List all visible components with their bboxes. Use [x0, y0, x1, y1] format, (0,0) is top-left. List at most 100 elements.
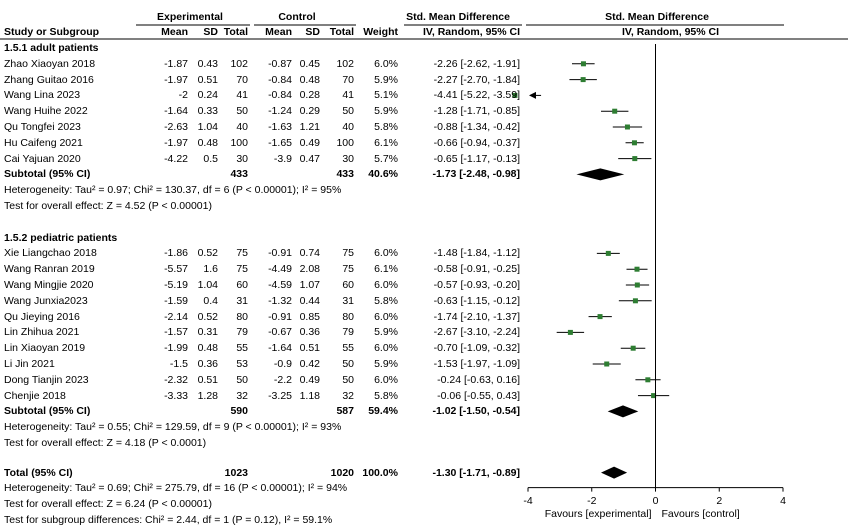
experimental-total: 53	[236, 358, 248, 370]
control-total: 30	[342, 152, 354, 165]
study-name: Li Jin 2021	[4, 358, 55, 370]
study-name: Wang Lina 2023	[4, 89, 81, 102]
header-weight: Weight	[363, 26, 398, 38]
control-total: 41	[342, 89, 354, 102]
control-total: 31	[342, 294, 354, 307]
control-mean: -1.24	[268, 105, 292, 118]
experimental-sd: 1.6	[203, 263, 218, 276]
subtotal-c-total: 433	[336, 168, 354, 181]
study-ci: -0.24 [-0.63, 0.16]	[437, 373, 520, 386]
control-total: 80	[342, 310, 354, 323]
experimental-sd: 1.04	[197, 279, 218, 291]
x-axis-tick-label: 2	[716, 494, 723, 507]
experimental-total: 60	[236, 279, 248, 291]
study-weight: 5.1%	[374, 89, 398, 102]
study-name: Zhao Xiaoyan 2018	[4, 57, 96, 70]
x-axis-tick-label: 4	[780, 494, 786, 507]
control-mean: -2.2	[273, 373, 292, 386]
forest-plot-figure: Experimental Control Std. Mean Difference S…	[0, 11, 848, 526]
total-heterogeneity-text: Heterogeneity: Tau² = 0.69; Chi² = 275.7…	[4, 482, 348, 495]
header-c-sd: SD	[305, 26, 320, 38]
control-total: 102	[336, 57, 354, 70]
study-ci: -2.27 [-2.70, -1.84]	[433, 73, 520, 86]
study-weight: 6.0%	[374, 247, 398, 260]
control-mean: -4.49	[268, 263, 292, 276]
control-mean: -3.9	[273, 152, 292, 165]
study-weight: 6.0%	[374, 57, 398, 70]
control-total: 75	[342, 263, 354, 276]
effect-square	[651, 393, 657, 399]
control-mean: -1.65	[268, 136, 292, 149]
control-mean: -0.67	[268, 326, 292, 339]
subtotal-label: Subtotal (95% CI)	[4, 405, 91, 418]
experimental-total: 79	[236, 326, 248, 339]
experimental-mean: -1.99	[164, 342, 188, 355]
experimental-mean: -5.57	[164, 263, 188, 276]
study-ci: -0.06 [-0.55, 0.43]	[437, 389, 520, 402]
effect-square	[634, 266, 640, 272]
experimental-mean: -1.57	[164, 326, 188, 339]
control-sd: 0.45	[299, 57, 320, 70]
study-ci: -2.67 [-3.10, -2.24]	[433, 326, 520, 339]
control-mean: -0.87	[268, 57, 292, 70]
experimental-mean: -1.87	[164, 57, 188, 70]
control-total: 50	[342, 105, 354, 118]
experimental-sd: 0.51	[197, 373, 218, 386]
header-e-sd: SD	[203, 26, 218, 38]
experimental-total: 40	[236, 121, 248, 133]
control-mean: -1.32	[268, 294, 292, 307]
study-name: Wang Huihe 2022	[4, 105, 88, 118]
control-mean: -0.91	[268, 310, 292, 323]
effect-square	[634, 282, 640, 288]
study-ci: -0.63 [-1.15, -0.12]	[433, 294, 520, 307]
study-weight: 5.8%	[374, 389, 398, 402]
control-sd: 0.47	[299, 152, 320, 165]
experimental-total: 70	[236, 73, 248, 86]
overall-effect-text: Test for overall effect: Z = 4.18 (P < 0…	[4, 437, 207, 449]
experimental-total: 31	[236, 294, 248, 307]
study-name: Hu Caifeng 2021	[4, 136, 83, 149]
study-ci: -0.66 [-0.94, -0.37]	[433, 136, 520, 149]
control-sd: 1.18	[299, 389, 320, 402]
forest-plot-svg	[0, 24, 848, 492]
total-c-total: 1020	[330, 466, 354, 479]
control-mean: -0.9	[273, 358, 292, 370]
experimental-mean: -2	[178, 89, 188, 102]
control-mean: -0.91	[268, 247, 292, 260]
control-total: 70	[342, 73, 354, 86]
experimental-sd: 0.33	[197, 105, 218, 118]
effect-square	[580, 77, 586, 83]
control-total: 79	[342, 326, 354, 339]
effect-square	[580, 61, 586, 67]
experimental-sd: 0.51	[197, 73, 218, 86]
experimental-mean: -1.97	[164, 136, 188, 149]
study-weight: 5.9%	[374, 326, 398, 339]
heterogeneity-text: Heterogeneity: Tau² = 0.55; Chi² = 129.5…	[4, 421, 342, 434]
effect-square	[567, 329, 573, 335]
control-sd: 0.28	[299, 89, 320, 102]
effect-square	[597, 314, 603, 320]
study-ci: -1.74 [-2.10, -1.37]	[433, 310, 520, 323]
ci-arrow-left	[529, 91, 536, 99]
experimental-sd: 0.48	[197, 136, 218, 149]
header-c-total: Total	[329, 26, 354, 38]
effect-square	[632, 298, 638, 304]
effect-square	[645, 377, 651, 383]
header-c-mean: Mean	[265, 26, 292, 38]
control-total: 60	[342, 279, 354, 291]
experimental-sd: 0.52	[197, 310, 218, 323]
total-ci: -1.30 [-1.71, -0.89]	[432, 466, 520, 479]
header-method-left: IV, Random, 95% CI	[422, 26, 520, 38]
header-study: Study or Subgroup	[4, 26, 100, 38]
control-sd: 0.85	[299, 310, 320, 323]
control-total: 75	[342, 247, 354, 260]
subtotal-weight: 59.4%	[368, 405, 398, 418]
total-diamond	[600, 466, 628, 479]
experimental-mean: -1.59	[164, 294, 188, 307]
experimental-total: 75	[236, 263, 248, 276]
x-axis-tick-label: -2	[587, 494, 597, 507]
effect-square	[604, 361, 610, 367]
control-sd: 0.49	[299, 136, 320, 149]
total-weight: 100.0%	[362, 466, 398, 479]
study-name: Wang Junxia2023	[4, 294, 88, 307]
